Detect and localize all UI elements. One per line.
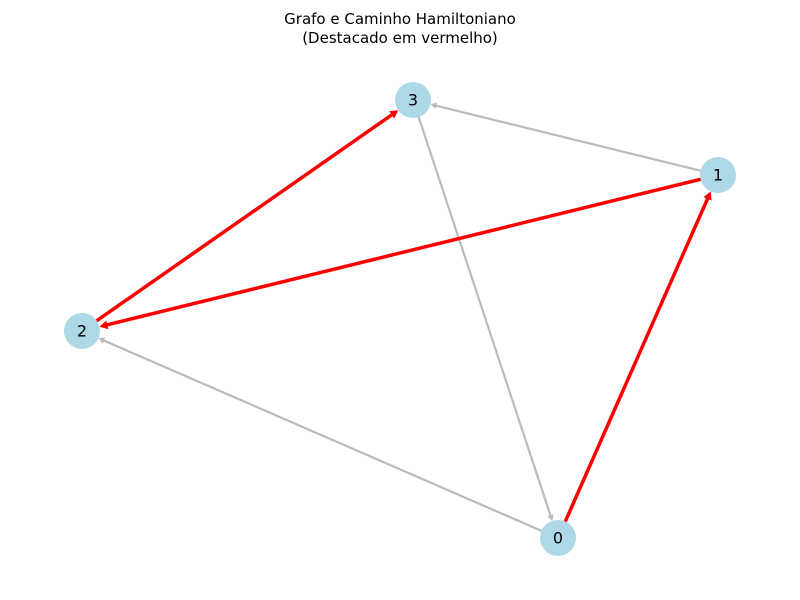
edge-arrowhead	[430, 102, 438, 109]
edge-line	[95, 111, 397, 323]
node-label: 3	[408, 91, 418, 110]
edge-arrowhead	[98, 337, 106, 344]
edge-line	[102, 177, 703, 328]
edge-line	[417, 115, 553, 519]
node-circle	[700, 157, 736, 193]
highlighted-edge-2-3	[95, 110, 399, 323]
figure-title-line-1: Grafo e Caminho Hamiltoniano	[284, 10, 516, 28]
node-circle	[64, 313, 100, 349]
node-circle	[540, 520, 576, 556]
node-3: 3	[395, 82, 431, 118]
highlighted-edge-0-1	[563, 191, 712, 524]
edge-line	[432, 104, 702, 172]
edge-arrowhead	[547, 514, 554, 521]
edge-line	[100, 338, 543, 532]
edge-3-0	[417, 115, 554, 521]
figure-title: Grafo e Caminho Hamiltoniano (Destacado …	[0, 10, 800, 48]
edge-1-3	[430, 102, 702, 172]
node-label: 2	[77, 322, 87, 341]
edge-line	[563, 194, 711, 524]
edge-arrowhead	[703, 191, 712, 201]
node-circle	[395, 82, 431, 118]
edge-arrowhead	[99, 320, 109, 330]
node-0: 0	[540, 520, 576, 556]
figure-title-line-2: (Destacado em vermelho)	[302, 29, 498, 47]
node-1: 1	[700, 157, 736, 193]
node-label: 0	[553, 529, 563, 548]
node-label: 1	[713, 166, 723, 185]
node-2: 2	[64, 313, 100, 349]
node-layer: 0 1 2 3	[64, 82, 736, 556]
highlighted-edge-1-2	[99, 177, 703, 330]
edge-layer	[95, 102, 712, 532]
edge-arrowhead	[389, 110, 399, 119]
edge-0-2	[98, 337, 543, 532]
